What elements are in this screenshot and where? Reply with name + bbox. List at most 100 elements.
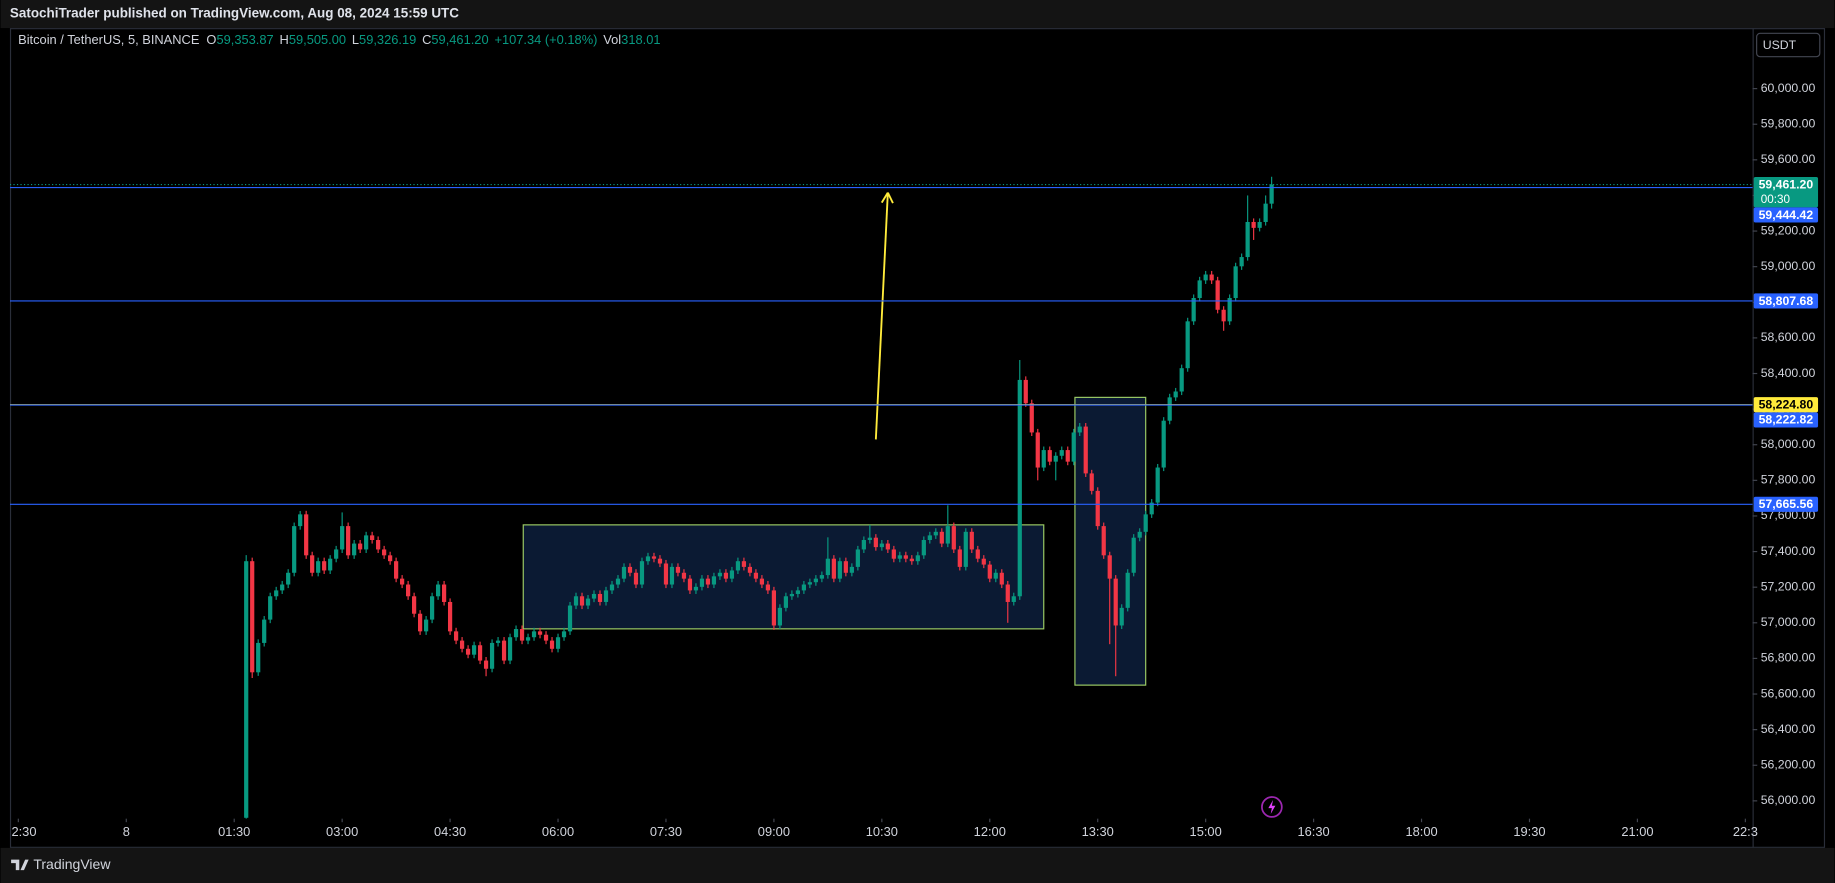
symbol-legend: Bitcoin / TetherUS, 5, BINANCE O59,353.87…: [18, 32, 660, 47]
arrow-head: [880, 192, 889, 204]
candle-body: [1005, 584, 1010, 602]
candle-body: [885, 543, 890, 550]
candle-body: [1089, 473, 1094, 491]
y-tick-label: 56,200.00: [1761, 758, 1816, 772]
x-tick-label: 04:30: [434, 824, 466, 839]
y-tick-label: 57,800.00: [1761, 473, 1816, 487]
x-tick-label: 22:3: [1733, 824, 1758, 839]
candle-body: [1077, 426, 1082, 433]
candle-body: [328, 558, 333, 571]
candle-body: [1053, 455, 1058, 462]
candle-body: [1251, 221, 1256, 228]
candle-body: [993, 572, 998, 579]
candle-body: [825, 558, 830, 576]
x-tick-label: 01:30: [218, 824, 250, 839]
candle-body: [945, 526, 950, 544]
candle-body: [855, 549, 860, 567]
candle-body: [621, 566, 627, 579]
y-tick-label: 57,400.00: [1761, 544, 1816, 558]
volume-value: 318.01: [621, 32, 660, 47]
candle-body: [244, 561, 249, 818]
y-tick-label: 57,000.00: [1761, 615, 1816, 629]
candle-body: [915, 555, 920, 562]
candle-body: [639, 561, 645, 585]
currency-button[interactable]: [1756, 32, 1821, 58]
candle-body: [627, 566, 633, 573]
candle-body: [406, 584, 411, 597]
candle-body: [1179, 368, 1184, 392]
candle-body: [1095, 490, 1100, 527]
currency-label[interactable]: USDT: [1763, 38, 1797, 52]
price-label: 57,665.56: [1759, 497, 1814, 511]
candle-body: [382, 549, 387, 556]
candle-body: [843, 561, 848, 573]
candle-body: [765, 584, 771, 591]
candle-body: [1197, 280, 1202, 299]
candle-body: [669, 566, 675, 585]
brand-logo: [11, 859, 29, 871]
brand-name: TradingView: [33, 856, 111, 872]
candle-body: [316, 561, 321, 573]
candle-body: [597, 593, 603, 602]
y-tick-label: 56,800.00: [1761, 651, 1816, 665]
candle-body: [531, 631, 537, 638]
candle-body: [969, 531, 974, 550]
candle-body: [867, 537, 872, 541]
y-tick-label: 59,800.00: [1761, 116, 1816, 130]
x-tick-label: 06:00: [542, 824, 574, 839]
price-label-bg: [1753, 397, 1819, 413]
candle-body: [412, 596, 417, 614]
candle-body: [861, 540, 866, 550]
candle-body: [771, 590, 777, 626]
candle-body: [747, 566, 753, 573]
price-label-bg: [1753, 293, 1819, 309]
candle-body: [807, 582, 812, 585]
candle-body: [1257, 221, 1262, 228]
y-tick-label: 56,000.00: [1761, 793, 1816, 807]
y-tick-label: 58,000.00: [1761, 437, 1816, 451]
price-label: 58,807.68: [1759, 294, 1814, 308]
candle-body: [435, 584, 441, 597]
top-bar: [0, 0, 1835, 29]
range-box: [522, 524, 1045, 630]
candle-body: [1125, 572, 1130, 608]
candle-body: [340, 526, 345, 550]
candle-body: [1161, 420, 1166, 468]
ohlc-value: 59,326.19: [359, 32, 416, 47]
candle-body: [909, 558, 914, 562]
candle-body: [376, 540, 381, 550]
candle-body: [334, 549, 339, 559]
ohlc-key: L: [352, 32, 359, 47]
candle-body: [1131, 537, 1136, 573]
candle-body: [939, 531, 944, 544]
candle-body: [250, 561, 255, 673]
candle-body: [873, 537, 878, 548]
candle-body: [897, 555, 902, 559]
y-tick-label: 60,000.00: [1761, 81, 1816, 95]
icon-ring[interactable]: [1261, 796, 1283, 818]
y-tick-label: 58,600.00: [1761, 330, 1816, 344]
x-tick-label: 10:30: [866, 824, 898, 839]
candle-body: [837, 561, 842, 579]
candle-body: [1059, 450, 1064, 456]
candle-body: [507, 637, 513, 661]
candle-body: [1191, 298, 1196, 322]
candle-body: [280, 584, 285, 591]
icon-bolt[interactable]: [1268, 799, 1276, 814]
candle-body: [729, 570, 735, 579]
candle-body: [999, 572, 1004, 585]
candle-body: [519, 629, 525, 641]
x-tick-label: 18:00: [1405, 824, 1437, 839]
ohlc-key: O: [206, 32, 216, 47]
candle-body: [1083, 426, 1088, 474]
x-tick-label: 2:30: [11, 824, 36, 839]
arrow-head: [886, 192, 894, 204]
y-tick-label: 59,200.00: [1761, 223, 1816, 237]
price-label-bg: [1753, 496, 1819, 512]
lightning-icon[interactable]: [1261, 796, 1283, 818]
candle-body: [813, 578, 818, 583]
candle-body: [262, 619, 267, 643]
candle-body: [1203, 274, 1208, 281]
candle-body: [322, 561, 327, 571]
